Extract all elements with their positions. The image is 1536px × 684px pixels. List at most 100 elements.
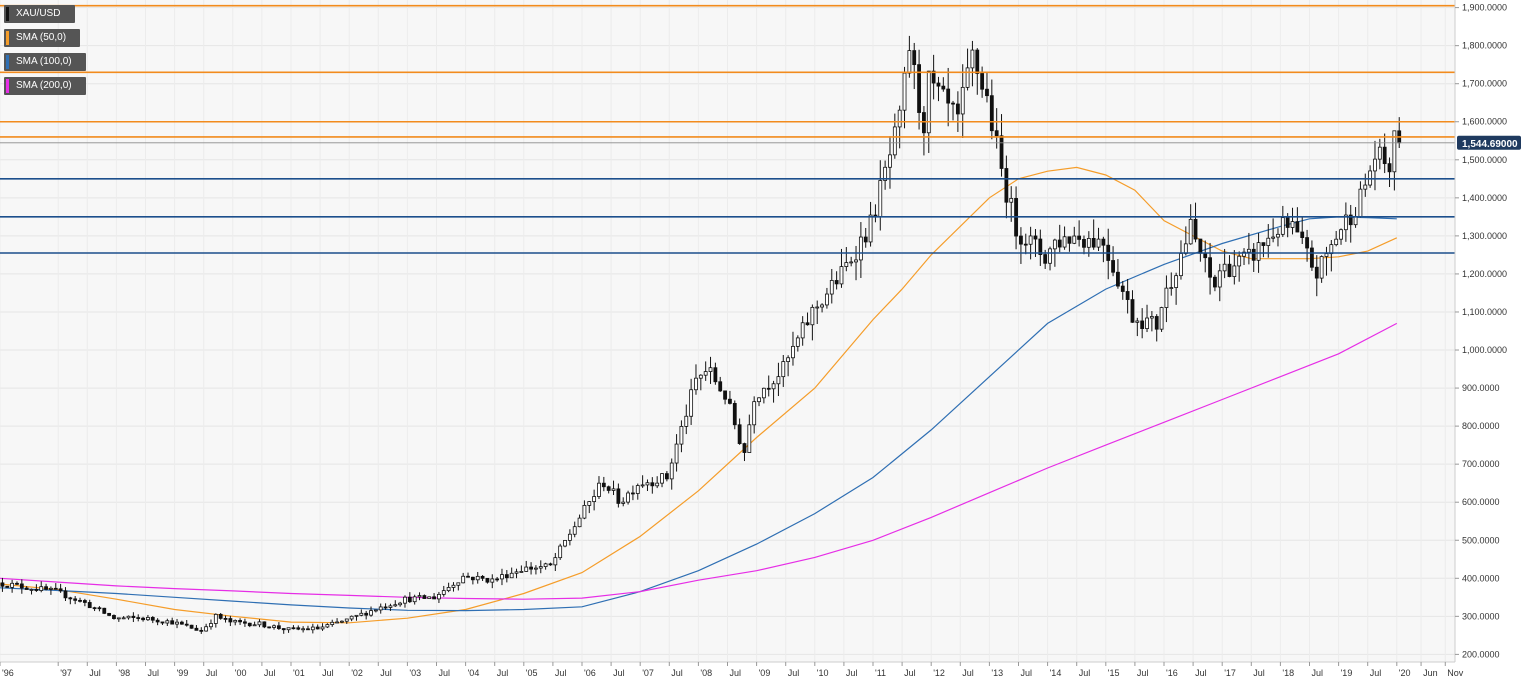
x-tick-label: '10 xyxy=(817,668,829,678)
candle-body-up xyxy=(1339,229,1343,240)
candle-body-up xyxy=(572,526,577,535)
candle xyxy=(917,49,921,130)
candle xyxy=(742,442,747,462)
candle-body-down xyxy=(975,49,980,74)
candle-body-up xyxy=(829,280,834,295)
candle xyxy=(786,355,791,377)
candle xyxy=(558,543,563,560)
candle-body-up xyxy=(213,613,218,624)
candle-body-down xyxy=(1382,146,1387,165)
y-tick-label: 1,400.0000 xyxy=(1462,193,1507,203)
candle-body-down xyxy=(1120,285,1125,292)
candle xyxy=(1082,235,1086,255)
candle xyxy=(1077,220,1082,247)
candle-body-up xyxy=(747,424,752,453)
x-tick-label: '19 xyxy=(1341,668,1353,678)
candle xyxy=(1343,202,1348,242)
candle-body-up xyxy=(1217,270,1222,288)
legend-item-sma-50[interactable]: SMA (50,0) xyxy=(4,29,80,47)
candle-body-up xyxy=(378,606,383,611)
candle-body-down xyxy=(150,617,155,621)
candle-body-down xyxy=(1067,236,1072,244)
candle xyxy=(854,245,858,281)
x-tick-label: '08 xyxy=(700,668,712,678)
candle xyxy=(766,375,771,397)
candle xyxy=(572,521,577,538)
candle-body-up xyxy=(1290,221,1295,228)
candle-body-down xyxy=(102,607,107,614)
candle xyxy=(310,623,315,634)
candle xyxy=(800,316,805,346)
candle-body-up xyxy=(776,376,781,385)
x-tick-label: Jul xyxy=(788,668,800,678)
candle xyxy=(1091,219,1096,250)
x-tick-label: Jul xyxy=(1021,668,1033,678)
candle xyxy=(611,480,616,496)
candle xyxy=(189,624,194,629)
candle xyxy=(509,567,514,579)
candle xyxy=(1101,236,1106,263)
candle xyxy=(708,356,713,384)
legend-item-sma-200[interactable]: SMA (200,0) xyxy=(4,77,86,95)
candle xyxy=(737,418,742,445)
legend-item-xauusd[interactable]: XAU/USD xyxy=(4,5,75,23)
candle-body-up xyxy=(1174,275,1179,288)
x-tick-label: '05 xyxy=(526,668,538,678)
candle-body-down xyxy=(1004,168,1009,203)
candle xyxy=(19,579,24,594)
candle-body-down xyxy=(1198,238,1203,254)
candle-body-down xyxy=(422,595,427,599)
price-axis[interactable]: 200.0000 300.0000 400.0000 500.0000 600.0000… xyxy=(1455,3,1507,660)
x-tick-label: Jul xyxy=(1137,668,1149,678)
candle xyxy=(1290,207,1295,235)
candle-body-down xyxy=(407,596,412,603)
candle-body-up xyxy=(1222,263,1227,272)
candle-body-down xyxy=(432,596,436,600)
candle-body-down xyxy=(364,612,369,616)
candle-body-up xyxy=(674,443,679,464)
candle-body-up xyxy=(1072,235,1077,244)
candle xyxy=(844,247,849,272)
candlesticks xyxy=(0,35,1402,634)
candle xyxy=(213,613,218,628)
candle-body-down xyxy=(1300,231,1305,238)
candle xyxy=(1057,224,1062,253)
candle xyxy=(689,378,694,425)
candle xyxy=(97,606,102,612)
candle xyxy=(1111,246,1115,277)
candle-body-up xyxy=(209,623,213,628)
x-tick-label: '14 xyxy=(1050,668,1062,678)
candle xyxy=(296,625,301,631)
candle-body-up xyxy=(577,517,582,528)
candle xyxy=(286,627,291,633)
legend-item-sma-100[interactable]: SMA (100,0) xyxy=(4,53,86,71)
candle xyxy=(1314,255,1319,297)
candle-body-up xyxy=(543,563,548,567)
candle-body-up xyxy=(252,624,257,627)
time-axis[interactable]: '96 '97 Jul '98 Jul '99 Jul '00 Jul '01 Jul '02 Jul '… xyxy=(0,662,1464,678)
candle xyxy=(325,623,330,629)
candle-body-up xyxy=(684,415,689,427)
candle-body-up xyxy=(849,261,854,264)
candle-body-up xyxy=(29,589,34,591)
candle-body-up xyxy=(490,578,495,583)
x-tick-label: '16 xyxy=(1166,668,1178,678)
candle-body-down xyxy=(941,85,946,90)
candle-body-down xyxy=(999,135,1004,169)
grid-lines xyxy=(0,0,1455,662)
candle-body-up xyxy=(1324,253,1329,257)
candle-body-up xyxy=(534,567,538,570)
candle xyxy=(1310,240,1314,271)
x-tick-label: '06 xyxy=(584,668,596,678)
series-line-sma-100-0 xyxy=(0,216,1397,612)
candle xyxy=(184,620,189,627)
y-tick-label: 1,900.0000 xyxy=(1462,3,1507,13)
candle xyxy=(936,76,941,102)
y-tick-label: 1,000.0000 xyxy=(1462,345,1507,355)
candle-body-up xyxy=(1145,317,1149,329)
candle xyxy=(378,603,383,614)
x-tick-label: Jul xyxy=(1370,668,1382,678)
x-tick-label: '02 xyxy=(351,668,363,678)
candle xyxy=(1222,248,1227,279)
candle-body-up xyxy=(330,621,335,625)
